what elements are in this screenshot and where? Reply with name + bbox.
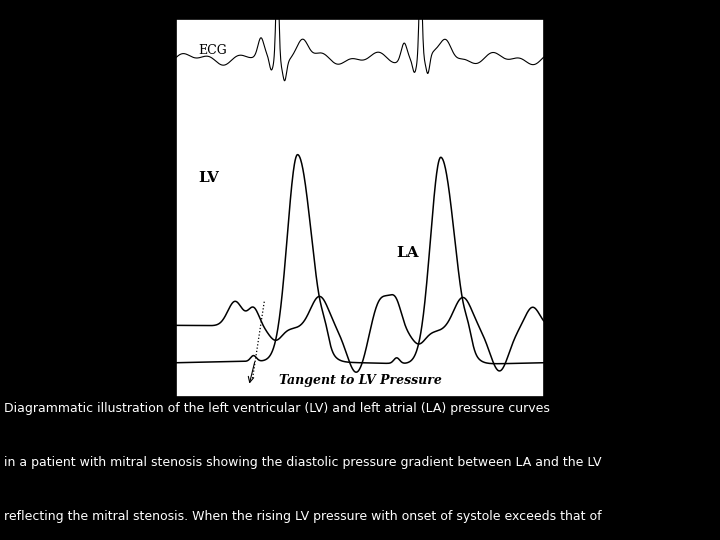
Text: ECG: ECG (199, 44, 228, 57)
Text: Tangent to LV Pressure: Tangent to LV Pressure (279, 374, 441, 388)
Text: LA: LA (397, 246, 419, 260)
Text: in a patient with mitral stenosis showing the diastolic pressure gradient betwee: in a patient with mitral stenosis showin… (4, 456, 601, 469)
Text: LV: LV (199, 171, 220, 185)
Text: Diagrammatic illustration of the left ventricular (LV) and left atrial (LA) pres: Diagrammatic illustration of the left ve… (4, 402, 549, 415)
Text: reflecting the mitral stenosis. When the rising LV pressure with onset of systol: reflecting the mitral stenosis. When the… (4, 510, 601, 523)
Bar (176, 19, 544, 397)
